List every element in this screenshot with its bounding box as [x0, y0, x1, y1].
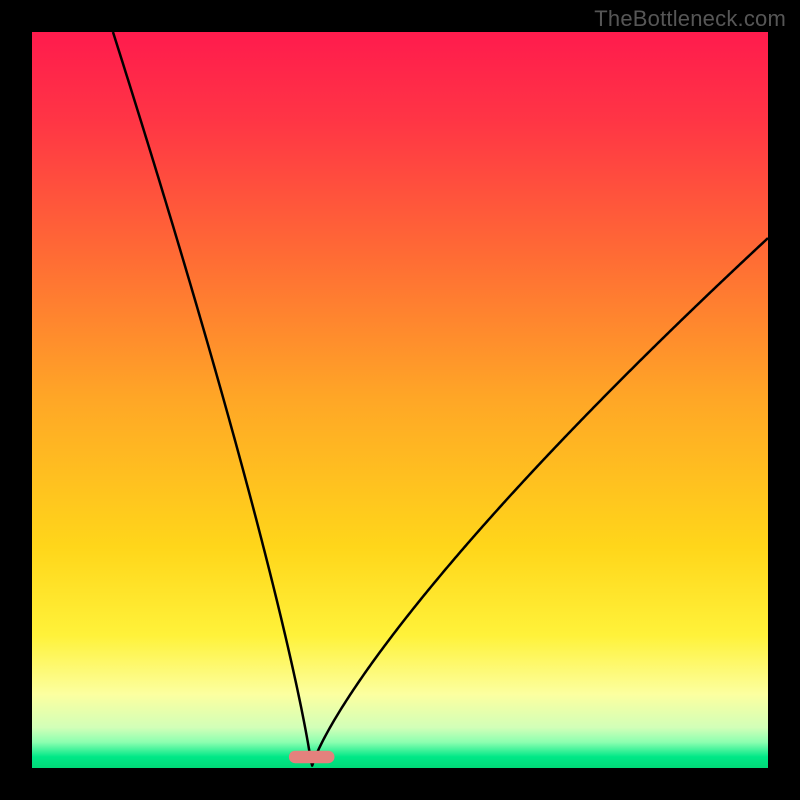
optimum-marker — [289, 751, 335, 764]
bottleneck-curve-chart — [0, 0, 800, 800]
chart-container: TheBottleneck.com — [0, 0, 800, 800]
watermark-label: TheBottleneck.com — [594, 6, 786, 32]
plot-gradient-background — [32, 32, 768, 768]
